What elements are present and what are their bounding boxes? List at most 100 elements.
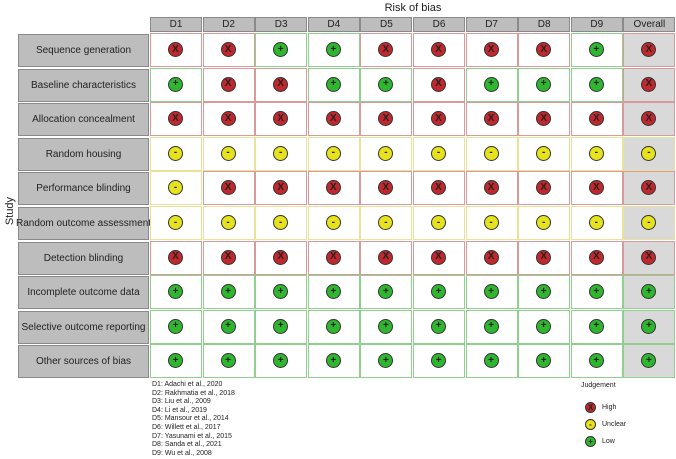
- judgement-low-marker: +: [641, 284, 657, 300]
- judgement-high-marker: X: [220, 111, 236, 127]
- legend-title: Judgement: [581, 382, 616, 389]
- judgement-unclear-marker: -: [378, 145, 394, 161]
- judgement-unclear-marker: -: [431, 215, 446, 230]
- judgement-cell: X: [570, 102, 623, 137]
- row-label: Random housing: [18, 137, 149, 171]
- column-header-d8: D8: [518, 17, 571, 32]
- judgement-low-marker: +: [273, 42, 289, 57]
- column-header-d2: D2: [202, 17, 255, 32]
- judgement-unclear-marker: -: [273, 145, 289, 161]
- judgement-cell: +: [465, 275, 518, 310]
- column-header-d4: D4: [307, 17, 360, 32]
- legend-low-icon: +: [585, 436, 596, 447]
- judgement-low-marker: +: [536, 353, 552, 369]
- judgement-low-marker: +: [483, 353, 499, 369]
- judgement-unclear-marker: -: [641, 215, 657, 230]
- judgement-high-marker: X: [220, 42, 236, 57]
- judgement-cell: X: [255, 67, 308, 102]
- judgement-cell: -: [518, 206, 571, 240]
- judgement-low-marker: +: [378, 284, 394, 300]
- judgement-cell: +: [307, 309, 360, 344]
- judgement-cell: X: [255, 171, 308, 206]
- judgement-cell: +: [202, 309, 255, 344]
- judgement-cell: -: [465, 136, 518, 171]
- judgement-high-marker: X: [483, 180, 499, 196]
- judgement-low-marker: +: [168, 284, 183, 300]
- judgement-cell: -: [202, 136, 255, 171]
- judgement-unclear-marker: -: [536, 215, 552, 230]
- judgement-cell: -: [307, 206, 360, 240]
- judgement-cell: +: [518, 67, 571, 102]
- judgement-high-marker: X: [483, 111, 499, 127]
- judgement-cell: X: [518, 171, 571, 206]
- judgement-cell: X: [413, 240, 465, 275]
- judgement-cell: +: [307, 67, 360, 102]
- row-label: Other sources of bias: [18, 345, 149, 379]
- judgement-high-marker: X: [325, 180, 341, 196]
- judgement-high-marker: X: [431, 76, 446, 92]
- judgement-cell: +: [518, 275, 571, 310]
- judgement-low-marker: +: [536, 76, 552, 92]
- judgement-cell: +: [307, 344, 360, 379]
- judgement-high-marker: X: [536, 42, 552, 57]
- judgement-cell: +: [202, 275, 255, 310]
- judgement-cell: +: [518, 344, 571, 379]
- chart-title: Risk of bias: [384, 2, 442, 14]
- judgement-unclear-marker: -: [588, 145, 604, 161]
- judgement-cell: X: [570, 171, 623, 206]
- judgement-high-marker: X: [483, 249, 499, 265]
- judgement-unclear-marker: -: [220, 215, 236, 230]
- judgement-cell: +: [202, 344, 255, 379]
- judgement-cell: +: [623, 275, 676, 310]
- judgement-unclear-marker: -: [483, 215, 499, 230]
- judgement-low-marker: +: [483, 76, 499, 92]
- judgement-legend: Judgement X High - Unclear + Low: [578, 382, 626, 450]
- judgement-cell: X: [255, 102, 308, 137]
- judgement-high-marker: X: [588, 180, 604, 196]
- judgement-cell: X: [202, 102, 255, 137]
- judgement-cell: -: [307, 136, 360, 171]
- judgement-low-marker: +: [641, 318, 657, 334]
- judgement-low-marker: +: [325, 284, 341, 300]
- judgement-high-marker: X: [431, 111, 446, 127]
- judgement-cell: +: [360, 275, 413, 310]
- row-label: Sequence generation: [18, 34, 149, 67]
- judgement-high-marker: X: [220, 76, 236, 92]
- judgement-high-marker: X: [168, 249, 183, 265]
- judgement-cell: +: [150, 275, 202, 310]
- judgement-cell: -: [150, 206, 202, 240]
- judgement-cell: X: [360, 33, 413, 67]
- judgement-unclear-marker: -: [273, 215, 289, 230]
- judgement-cell: X: [570, 240, 623, 275]
- judgement-low-marker: +: [325, 353, 341, 369]
- judgement-cell: X: [623, 102, 676, 137]
- judgement-high-marker: X: [325, 249, 341, 265]
- judgement-high-marker: X: [273, 180, 289, 196]
- judgement-cell: -: [465, 206, 518, 240]
- judgement-low-marker: +: [641, 353, 657, 369]
- judgement-cell: +: [413, 275, 465, 310]
- judgement-cell: +: [570, 309, 623, 344]
- row-label: Performance blinding: [18, 172, 149, 206]
- judgement-cell: -: [150, 171, 202, 206]
- judgement-cell: +: [255, 275, 308, 310]
- judgement-low-marker: +: [168, 353, 183, 369]
- judgement-unclear-marker: -: [483, 145, 499, 161]
- judgement-low-marker: +: [536, 284, 552, 300]
- judgement-high-marker: X: [641, 76, 657, 92]
- judgement-cell: +: [255, 344, 308, 379]
- judgement-high-marker: X: [536, 249, 552, 265]
- legend-item-low: + Low: [578, 433, 626, 450]
- judgement-low-marker: +: [483, 318, 499, 334]
- judgement-unclear-marker: -: [168, 215, 183, 230]
- judgement-high-marker: X: [431, 180, 446, 196]
- judgement-cell: -: [150, 136, 202, 171]
- legend-item-unclear: - Unclear: [578, 416, 626, 433]
- judgement-unclear-marker: -: [588, 215, 604, 230]
- judgement-cell: X: [202, 171, 255, 206]
- judgement-high-marker: X: [220, 180, 236, 196]
- judgement-unclear-marker: -: [431, 145, 446, 161]
- row-label: Allocation concealment: [18, 103, 149, 137]
- judgement-cell: X: [307, 102, 360, 137]
- judgement-cell: X: [413, 171, 465, 206]
